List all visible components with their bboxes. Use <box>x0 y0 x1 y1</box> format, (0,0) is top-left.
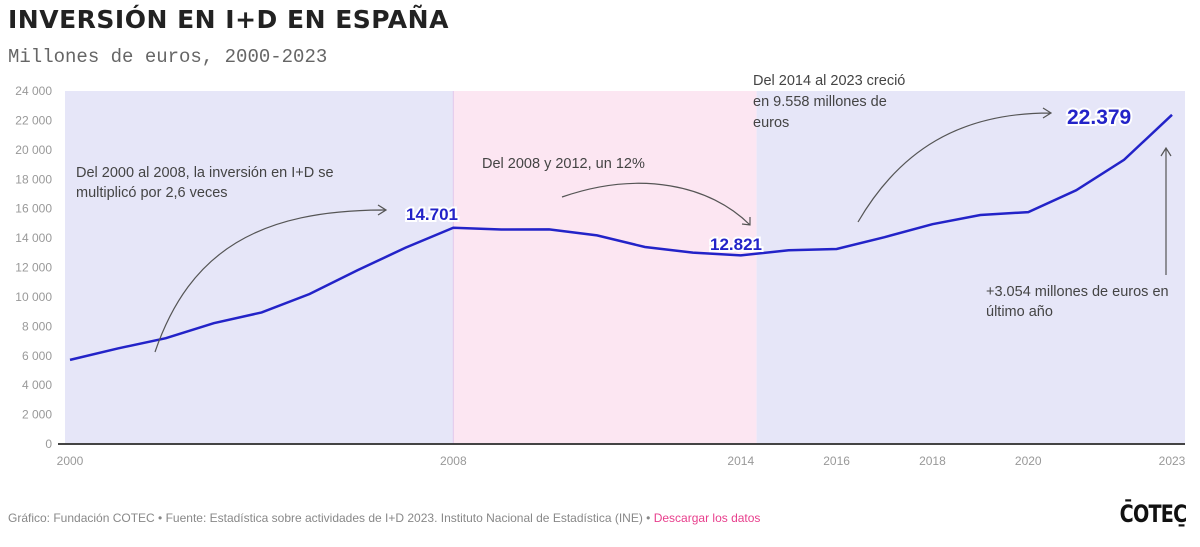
y-tick-label: 6 000 <box>22 349 52 363</box>
arrow-4 <box>1160 146 1172 275</box>
chart-subtitle: Millones de euros, 2000-2023 <box>8 46 328 68</box>
data-label-2008: 14.701 <box>406 205 458 224</box>
y-tick-label: 8 000 <box>22 319 52 333</box>
y-tick-label: 20 000 <box>15 143 52 157</box>
y-tick-label: 10 000 <box>15 290 52 304</box>
y-tick-label: 14 000 <box>15 231 52 245</box>
annotation-2008-2012: Del 2008 y 2012, un 12% <box>482 156 645 172</box>
x-tick-label: 2018 <box>919 454 946 468</box>
arrow-2 <box>561 182 751 226</box>
download-data-link[interactable]: Descargar los datos <box>653 511 761 525</box>
x-tick-label: 2016 <box>823 454 850 468</box>
x-tick-label: 2023 <box>1159 454 1186 468</box>
arrow-1 <box>154 204 388 353</box>
source-text: Gráfico: Fundación COTEC • Fuente: Estad… <box>8 511 654 525</box>
series-line <box>69 113 1173 362</box>
annotation-2014-2023: Del 2014 al 2023 creció en 9.558 millones… <box>753 73 905 131</box>
annotation-2000-2008: Del 2000 al 2008, la inversión en I+D se… <box>76 165 334 201</box>
period-band <box>453 91 757 444</box>
period-band <box>756 91 1185 444</box>
footer-source: Gráfico: Fundación COTEC • Fuente: Estad… <box>8 511 760 525</box>
data-label-2014: 12.821 <box>710 235 762 254</box>
x-tick-label: 2014 <box>727 454 754 468</box>
x-tick-label: 2020 <box>1015 454 1042 468</box>
data-label-2023: 22.379 <box>1067 106 1131 129</box>
x-tick-label: 2000 <box>57 454 84 468</box>
y-tick-label: 0 <box>45 437 52 451</box>
y-tick-label: 16 000 <box>15 202 52 216</box>
chart-title: INVERSIÓN EN I+D EN ESPAÑA <box>8 5 449 34</box>
y-tick-label: 12 000 <box>15 261 52 275</box>
y-tick-label: 22 000 <box>15 113 52 127</box>
y-tick-label: 24 000 <box>15 84 52 98</box>
y-tick-label: 2 000 <box>22 408 52 422</box>
x-tick-label: 2008 <box>440 454 467 468</box>
cotec-logo: C̄OTEC̱ <box>1119 500 1187 528</box>
y-tick-label: 18 000 <box>15 172 52 186</box>
period-band <box>65 91 454 444</box>
annotation-last-year: +3.054 millones de euros en último año <box>986 284 1169 320</box>
arrow-3 <box>857 107 1053 223</box>
y-tick-label: 4 000 <box>22 378 52 392</box>
